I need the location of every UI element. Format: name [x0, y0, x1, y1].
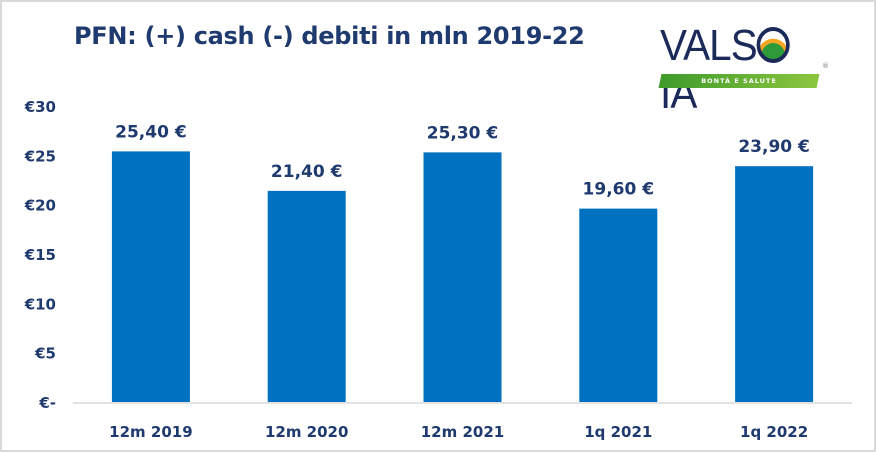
- y-tick-label: €20: [24, 197, 56, 215]
- x-tick-label: 12m 2021: [421, 423, 504, 441]
- valsoia-logo: VALSIA BONTÀ E SALUTE ®: [658, 22, 838, 118]
- chart-title: PFN: (+) cash (-) debiti in mln 2019-22: [74, 22, 585, 50]
- bar: [111, 151, 190, 402]
- logo-tagline: BONTÀ E SALUTE: [701, 77, 777, 85]
- x-tick-label: 1q 2022: [740, 423, 808, 441]
- data-label: 25,30 €: [427, 123, 499, 143]
- y-tick-label: €5: [34, 345, 56, 363]
- x-tick-label: 12m 2019: [109, 423, 192, 441]
- y-tick-label: €25: [24, 147, 56, 165]
- x-tick-label: 1q 2021: [584, 423, 652, 441]
- data-label: 25,40 €: [115, 122, 187, 142]
- y-tick-label: €15: [24, 246, 56, 264]
- registered-mark: ®: [822, 62, 829, 70]
- bar: [735, 166, 814, 402]
- y-tick-label: €30: [24, 98, 56, 116]
- y-tick-label: €-: [38, 394, 56, 412]
- data-label: 19,60 €: [583, 180, 655, 200]
- x-tick-label: 12m 2020: [265, 423, 348, 441]
- y-tick-label: €10: [24, 295, 56, 313]
- data-label: 21,40 €: [271, 162, 343, 182]
- bar: [423, 152, 502, 402]
- data-label: 23,90 €: [738, 137, 810, 157]
- bar: [267, 190, 346, 402]
- bar: [579, 208, 658, 402]
